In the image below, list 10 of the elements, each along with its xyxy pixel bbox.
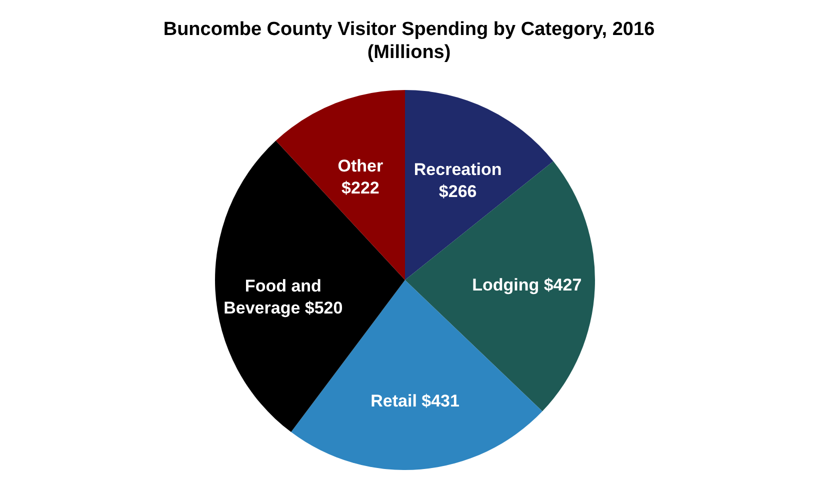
data-label: $222 — [342, 178, 380, 198]
chart-subtitle: (Millions) — [367, 42, 451, 63]
slice-label: Lodging $427 — [472, 275, 582, 294]
slice-label: Other — [338, 156, 384, 176]
slice-label: Retail $431 — [370, 392, 460, 411]
data-label: $266 — [438, 182, 477, 202]
pie-slice — [276, 90, 405, 280]
slice-label: Recreation — [414, 160, 502, 180]
slice-label: Food and Beverage $520 — [224, 276, 343, 318]
chart-title: Buncombe County Visitor Spending by Category, 2016 — [163, 19, 655, 40]
